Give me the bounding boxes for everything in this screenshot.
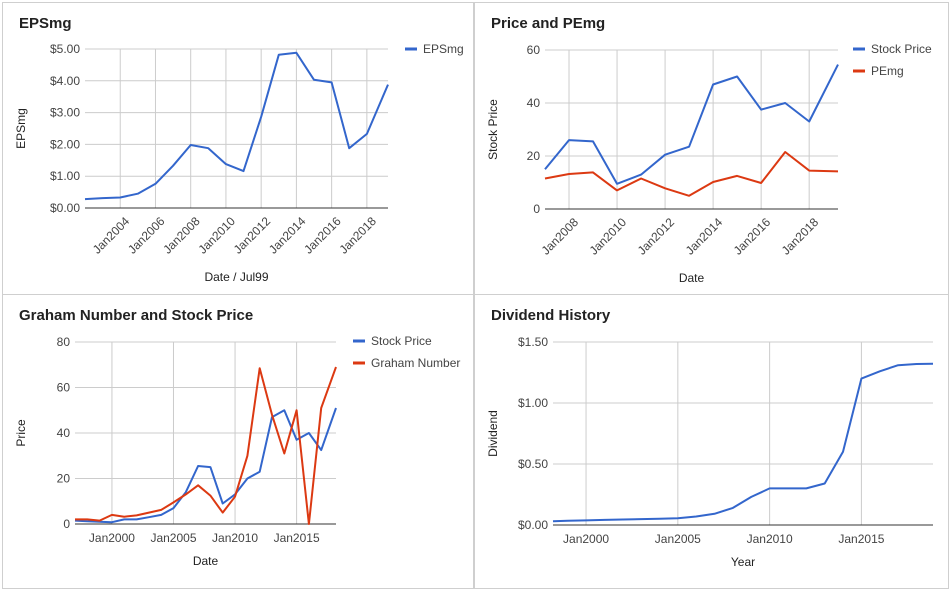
series-line-graham-number [75,366,337,525]
series-line-dividend [552,362,934,523]
x-tick-label: Jan2010 [196,214,239,257]
y-axis-title: EPSmg [14,108,28,149]
series-line-pemg [544,151,839,197]
y-tick-label: $2.00 [50,137,80,151]
legend-label: EPSmg [423,42,464,56]
graham-chart-svg: 0 20 40 60 80 Jan2000 Jan2005 Jan2010 Jan2015 Dat… [14,334,460,568]
y-tick-label: 20 [527,149,541,163]
legend-label: PEmg [871,64,904,78]
dividend-chart-svg: $0.00 $0.50 $1.00 $1.50 Jan2000 Jan2005 Jan201… [486,335,934,569]
x-axis-title: Date [679,271,705,285]
x-tick-label: Jan2014 [266,214,309,257]
y-tick-label: 0 [533,202,540,216]
x-tick-label: Jan2005 [150,531,196,545]
x-tick-label: Jan2015 [838,532,884,546]
y-tick-label: 20 [57,472,71,486]
y-tick-label: $0.00 [50,201,80,215]
x-tick-label: Jan2000 [89,531,135,545]
x-tick-label: Jan2014 [683,215,726,258]
legend-label: Graham Number [371,356,460,370]
y-axis-title: Stock Price [486,99,500,160]
x-tick-label: Jan2004 [90,214,133,257]
y-tick-label: 40 [57,426,71,440]
series-line-stock-price [74,407,337,524]
y-tick-label: $5.00 [50,42,80,56]
x-tick-label: Jan2012 [635,215,678,258]
x-axis-title: Date / Jul99 [204,270,268,284]
price-pe-chart-title: Price and PEmg [491,15,606,32]
legend-label: Stock Price [371,334,432,348]
y-tick-label: $4.00 [50,74,80,88]
series-line-stock-price [544,64,839,185]
x-tick-label: Jan2012 [231,214,274,257]
series-line-epsmg [84,51,389,201]
y-tick-label: 60 [527,43,541,57]
y-tick-label: $1.50 [518,335,548,349]
dividend-chart-title: Dividend History [491,307,611,324]
x-tick-label: Jan2006 [125,214,168,257]
y-tick-label: 80 [57,335,71,349]
y-tick-label: $0.00 [518,518,548,532]
x-tick-label: Jan2018 [336,214,379,257]
eps-chart-svg: $0.00$1.00$2.00$3.00$4.00$5.00Jan2004Jan… [14,42,464,284]
eps-chart-panel: EPSmg $0.00 $1.00 $2.00 $3.00 $4.00 $5.00 Jan2… [2,2,474,295]
x-tick-label: Jan2018 [779,215,822,258]
x-tick-label: Jan2000 [563,532,609,546]
x-tick-label: Jan2016 [731,215,774,258]
x-tick-label: Jan2008 [160,214,203,257]
x-tick-label: Jan2008 [539,215,582,258]
y-tick-label: 40 [527,96,541,110]
x-tick-label: Jan2010 [747,532,793,546]
x-tick-label: Jan2015 [274,531,320,545]
x-axis-title: Date [193,554,219,568]
x-axis-title: Year [731,555,755,569]
eps-chart-title: EPSmg [19,15,72,32]
x-tick-label: Jan2010 [212,531,258,545]
y-axis-title: Dividend [486,410,500,457]
graham-chart-panel: Graham Number and Stock Price 0 20 40 60 80 J… [2,294,474,589]
x-tick-label: Jan2005 [655,532,701,546]
y-tick-label: 0 [63,517,70,531]
y-tick-label: 60 [57,381,71,395]
legend-label: Stock Price [871,42,932,56]
graham-chart-title: Graham Number and Stock Price [19,307,254,324]
x-tick-label: Jan2010 [587,215,630,258]
dividend-chart-panel: Dividend History $0.00 $0.50 $1.00 $1.50 Jan… [474,294,949,589]
y-axis-title: Price [14,419,28,447]
y-tick-label: $3.00 [50,106,80,120]
y-tick-label: $0.50 [518,457,548,471]
y-tick-label: $1.00 [50,169,80,183]
x-tick-label: Jan2016 [301,214,344,257]
y-tick-label: $1.00 [518,396,548,410]
price-pe-chart-panel: Price and PEmg 0 20 40 60 Jan2008 Jan2010 Jan2… [474,2,949,295]
